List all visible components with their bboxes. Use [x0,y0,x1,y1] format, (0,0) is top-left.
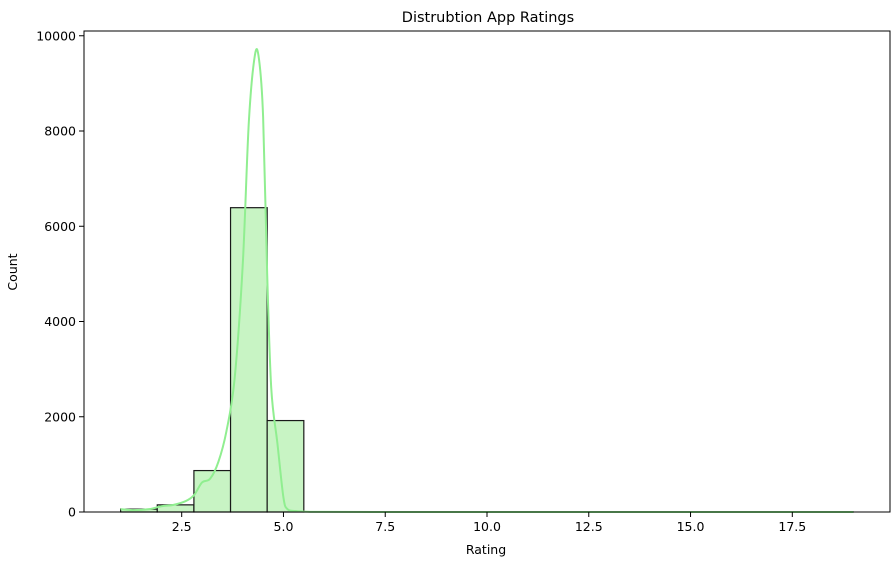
plot-frame [83,30,891,513]
y-tick-label: 10000 [36,28,76,43]
histogram-bar [229,207,268,513]
x-axis-ticks: 2.5 5.0 7.5 10.0 12.5 15.0 17.5 [172,512,806,534]
y-tick-label: 4000 [44,314,76,329]
x-tick-label: 5.0 [274,519,294,534]
y-tick-label: 8000 [44,124,76,139]
y-axis-ticks: 0 2000 4000 6000 8000 10000 [36,28,84,520]
y-tick-label: 6000 [44,219,76,234]
x-tick-label: 17.5 [778,519,806,534]
x-axis-label: Rating [466,542,506,557]
histogram-bar [266,419,305,513]
chart-title: Distrubtion App Ratings [402,10,574,26]
y-tick-label: 2000 [44,409,76,424]
x-tick-label: 12.5 [575,519,603,534]
x-tick-label: 2.5 [172,519,192,534]
y-tick-label: 0 [68,505,76,520]
x-tick-label: 15.0 [677,519,705,534]
y-axis-label: Count [5,253,20,290]
x-tick-label: 7.5 [375,519,395,534]
bars-layer [120,207,854,513]
x-tick-label: 10.0 [473,519,501,534]
